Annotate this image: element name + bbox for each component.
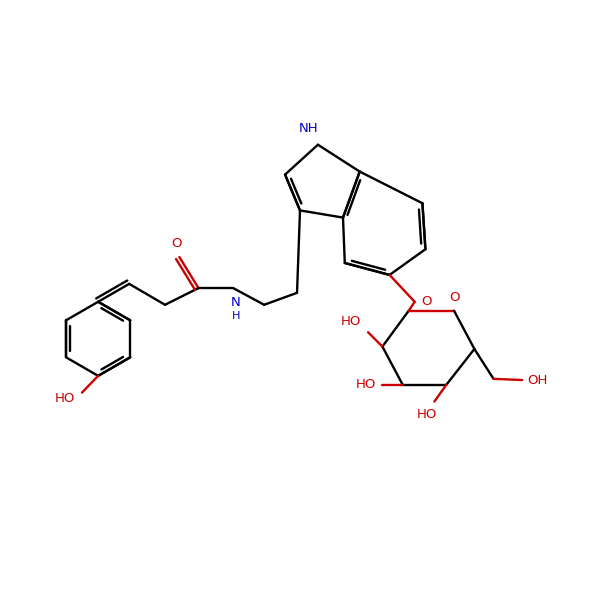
- Text: HO: HO: [341, 315, 362, 328]
- Text: HO: HO: [55, 392, 76, 405]
- Text: N: N: [231, 296, 241, 309]
- Text: H: H: [232, 311, 241, 320]
- Text: O: O: [449, 291, 460, 304]
- Text: HO: HO: [356, 379, 376, 391]
- Text: NH: NH: [299, 121, 319, 134]
- Text: O: O: [171, 238, 182, 250]
- Text: OH: OH: [527, 374, 547, 386]
- Text: O: O: [421, 295, 432, 308]
- Text: HO: HO: [417, 408, 437, 421]
